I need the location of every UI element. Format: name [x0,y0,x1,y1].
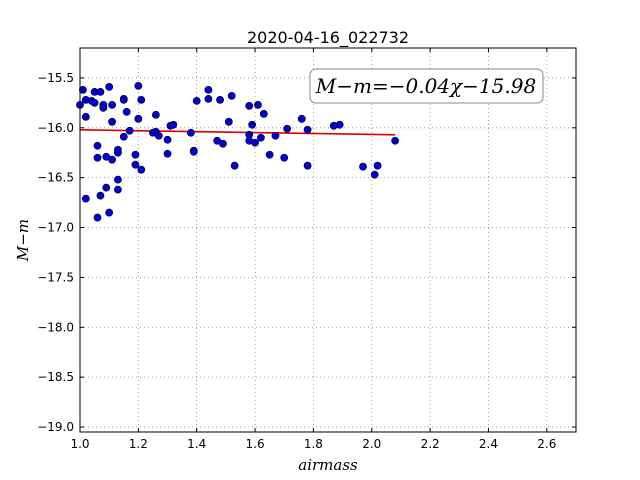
data-point [265,150,274,159]
data-point [271,131,280,140]
data-point [102,183,111,192]
x-tick-label: 1.6 [246,437,265,451]
data-point [186,128,195,137]
data-point [81,194,90,203]
y-tick-label: −16.5 [37,171,74,185]
data-point [137,165,146,174]
data-point [108,117,116,126]
x-axis-ticks: 1.0 1.2 1.4 1.6 1.8 2.0 2.2 2.4 2.6 [70,48,556,451]
data-point [122,107,131,116]
data-point [93,141,102,150]
data-point [119,132,128,141]
data-point [251,138,259,147]
data-point [259,109,268,118]
data-point [114,148,122,157]
x-tick-label: 2.6 [537,437,556,451]
data-point [359,162,367,171]
data-point [303,161,312,170]
x-tick-label: 2.2 [421,437,440,451]
x-tick-label: 1.4 [187,437,206,451]
data-points [76,82,400,222]
data-point [335,120,344,129]
grid-lines [79,48,576,432]
data-point [219,139,227,148]
data-point [216,95,224,104]
chart-title: 2020-04-16_022732 [247,28,409,48]
data-point [204,85,213,94]
x-tick-label: 2.0 [362,437,381,451]
x-axis-label: airmass [298,456,358,474]
y-tick-label: −18.5 [37,370,74,384]
data-point [105,82,114,91]
data-point [204,94,213,103]
y-tick-label: −15.5 [37,71,74,85]
data-point [79,85,87,94]
data-point [303,125,312,134]
data-point [370,170,379,179]
y-axis-label: M−m [14,219,32,262]
y-tick-label: −19.0 [37,420,74,434]
y-tick-label: −17.0 [37,221,74,235]
data-point [230,161,239,170]
data-point [125,126,134,135]
data-point [227,91,236,100]
data-point [108,155,116,164]
data-point [297,114,306,123]
data-point [96,191,105,200]
x-tick-label: 2.4 [479,437,498,451]
y-axis-ticks: −15.5 −16.0 −16.5 −17.0 −17.5 −18.0 −18.5 −19.0 [37,71,576,434]
data-point [163,149,172,158]
data-point [114,185,122,194]
data-point [131,160,140,169]
data-point [373,161,382,170]
data-point [169,120,178,129]
data-point [99,103,108,112]
data-point [119,95,128,104]
data-point [131,150,140,159]
fit-annotation-box: M−m=−0.04χ−15.98 [309,68,544,104]
data-point [108,100,116,109]
data-point [90,98,99,107]
data-point [391,136,400,145]
data-point [96,87,105,96]
fit-annotation: M−m=−0.04χ−15.98 [315,74,536,98]
x-tick-label: 1.8 [304,437,323,451]
data-point [283,124,292,133]
data-point [192,96,201,105]
data-point [245,101,254,110]
data-point [154,131,163,140]
data-point [134,82,143,90]
data-point [137,95,146,104]
y-tick-label: −16.0 [37,121,74,135]
plot-frame [79,47,577,433]
data-point [256,133,265,142]
data-point [134,114,143,123]
data-point [114,175,122,184]
x-tick-label: 1.2 [129,437,148,451]
data-point [93,153,102,162]
y-tick-label: −18.0 [37,320,74,334]
data-point [248,120,257,129]
x-tick-label: 1.0 [70,437,89,451]
data-point [81,112,90,121]
data-point [189,147,198,156]
data-point [105,208,114,217]
data-point [280,153,289,162]
data-point [224,117,233,126]
fit-annotation-frame [309,68,544,104]
data-point [93,213,102,222]
data-point [151,110,160,119]
data-point [254,100,262,109]
data-point [163,135,172,144]
y-tick-label: −17.5 [37,270,74,284]
